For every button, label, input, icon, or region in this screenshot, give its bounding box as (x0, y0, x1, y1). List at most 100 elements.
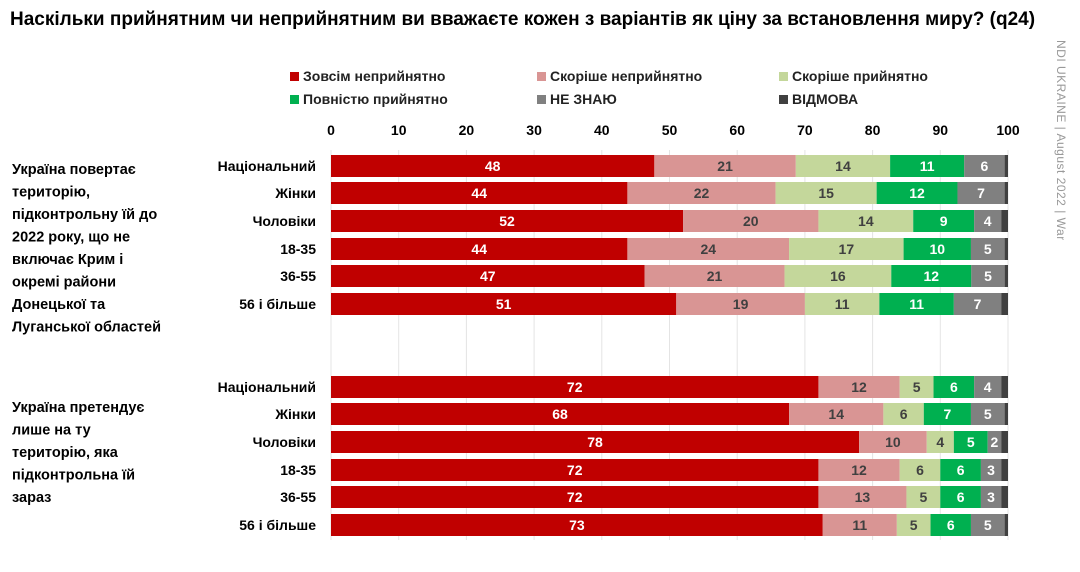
data-label: 72 (567, 379, 583, 395)
bar-segment (818, 486, 907, 508)
row-label: 56 і більше (239, 517, 316, 533)
legend-item: НЕ ЗНАЮ (537, 91, 617, 107)
data-label: 14 (835, 158, 851, 174)
bar-segment (654, 155, 796, 177)
bar-segment (331, 514, 823, 536)
data-label: 20 (743, 213, 759, 229)
bar-segment (818, 459, 900, 481)
bar-segment (953, 293, 1002, 315)
data-label: 12 (851, 462, 867, 478)
data-label: 7 (977, 185, 985, 201)
data-label: 11 (920, 158, 935, 174)
bar-segment (627, 182, 776, 204)
bar-segment (1001, 431, 1008, 453)
bar-segment (957, 182, 1005, 204)
legend-swatch (290, 71, 299, 81)
x-tick-label: 60 (729, 122, 745, 138)
bar-segment (879, 293, 954, 315)
bar-segment (883, 403, 924, 425)
group-label: Україна претендує лише на ту територію, як… (12, 400, 144, 506)
bar-segment (1001, 486, 1008, 508)
bar-segment (1001, 376, 1008, 398)
legend-label: Повністю прийнятно (303, 91, 448, 107)
data-label: 4 (984, 213, 992, 229)
row-label: 56 і більше (239, 296, 316, 312)
bar-segment (331, 210, 684, 232)
data-label: 22 (694, 185, 710, 201)
bar-segment (891, 265, 972, 287)
data-label: 5 (984, 517, 992, 533)
data-label: 6 (947, 517, 955, 533)
data-label: 5 (984, 406, 992, 422)
row-label: Національний (218, 158, 316, 174)
legend-swatch (779, 94, 788, 104)
x-tick-label: 80 (865, 122, 881, 138)
legend-item: ВІДМОВА (779, 91, 858, 107)
data-label: 10 (929, 241, 945, 257)
source-note: NDI UKRAINE | August 2022 | War (1054, 40, 1068, 241)
legend-item: Повністю прийнятно (290, 91, 448, 107)
bar-segment (903, 238, 971, 260)
legend-label: Скоріше неприйнятно (550, 68, 703, 84)
bar-segment (970, 403, 1005, 425)
bar-segment (331, 182, 628, 204)
bar-segment (970, 238, 1005, 260)
bar-segment (1001, 293, 1008, 315)
data-label: 72 (567, 489, 583, 505)
data-label: 44 (471, 185, 487, 201)
legend-label: Зовсім неприйнятно (303, 68, 446, 84)
bar-segment (804, 293, 880, 315)
bar-segment (980, 486, 1002, 508)
bar-segment (930, 514, 971, 536)
bar-segment (1001, 459, 1008, 481)
bar-segment (923, 403, 971, 425)
chart-title: Наскільки прийнятним чи неприйнятним ви … (10, 9, 1036, 30)
legend-swatch (779, 71, 788, 81)
bar-segment (1004, 403, 1008, 425)
data-label: 5 (967, 434, 975, 450)
row-label: 36-55 (280, 489, 316, 505)
data-label: 5 (919, 489, 927, 505)
data-label: 4 (936, 434, 944, 450)
data-label: 5 (984, 241, 992, 257)
row-label: 36-55 (280, 268, 316, 284)
data-label: 3 (987, 462, 995, 478)
bar-segment (1004, 238, 1008, 260)
bar-segment (971, 265, 1005, 287)
data-label: 7 (943, 406, 951, 422)
row-label: Жінки (274, 406, 316, 422)
bar-segment (964, 155, 1005, 177)
bar-segment (899, 459, 941, 481)
data-label: 47 (480, 268, 496, 284)
bar-segment (331, 293, 677, 315)
legend-item: Скоріше прийнятно (779, 68, 928, 84)
bar-segment (1004, 265, 1008, 287)
data-label: 14 (828, 406, 844, 422)
data-label: 10 (885, 434, 901, 450)
bar-segment (331, 431, 860, 453)
legend-item: Зовсім неприйнятно (290, 68, 445, 84)
data-label: 6 (957, 462, 965, 478)
legend-swatch (290, 94, 299, 104)
data-label: 11 (852, 517, 867, 533)
bar-segment (784, 265, 892, 287)
data-label: 3 (987, 489, 995, 505)
data-label: 11 (835, 296, 850, 312)
data-label: 2 (991, 434, 999, 450)
bar-segment (913, 210, 975, 232)
data-label: 21 (707, 268, 723, 284)
x-tick-label: 40 (594, 122, 610, 138)
bar-segment (331, 265, 645, 287)
legend-label: ВІДМОВА (792, 91, 859, 107)
data-label: 51 (496, 296, 512, 312)
data-label: 17 (839, 241, 855, 257)
bar-segment (859, 431, 927, 453)
bar-segment (987, 431, 1002, 453)
x-tick-label: 50 (662, 122, 678, 138)
data-label: 6 (950, 379, 958, 395)
bar-segment (953, 431, 988, 453)
data-label: 5 (913, 379, 921, 395)
x-tick-label: 20 (459, 122, 475, 138)
data-label: 24 (700, 241, 716, 257)
